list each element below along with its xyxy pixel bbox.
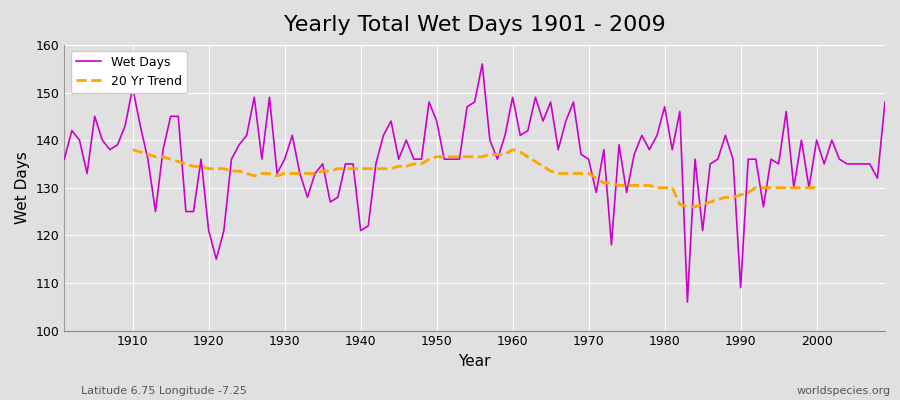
Wet Days (477, 62, 488, 66)
Y-axis label: Wet Days: Wet Days (15, 151, 30, 224)
Wet Days (120, 124, 130, 128)
20 Yr Trend (302, 171, 313, 176)
20 Yr Trend (804, 185, 814, 190)
Line: Wet Days: Wet Days (64, 64, 885, 302)
20 Yr Trend (796, 185, 806, 190)
20 Yr Trend (811, 185, 822, 190)
Legend: Wet Days, 20 Yr Trend: Wet Days, 20 Yr Trend (70, 51, 186, 93)
Wet Days (58, 157, 69, 162)
Wet Days (515, 133, 526, 138)
X-axis label: Year: Year (458, 354, 491, 369)
20 Yr Trend (287, 171, 298, 176)
Wet Days (332, 195, 343, 200)
Wet Days (879, 100, 890, 104)
Text: worldspecies.org: worldspecies.org (796, 386, 891, 396)
20 Yr Trend (682, 204, 693, 209)
Wet Days (287, 133, 298, 138)
20 Yr Trend (713, 197, 724, 202)
20 Yr Trend (211, 166, 221, 171)
Wet Days (682, 300, 693, 304)
Title: Yearly Total Wet Days 1901 - 2009: Yearly Total Wet Days 1901 - 2009 (284, 15, 665, 35)
Wet Days (606, 242, 616, 247)
Line: 20 Yr Trend: 20 Yr Trend (132, 150, 816, 207)
Wet Days (508, 95, 518, 100)
20 Yr Trend (127, 147, 138, 152)
Text: Latitude 6.75 Longitude -7.25: Latitude 6.75 Longitude -7.25 (81, 386, 247, 396)
